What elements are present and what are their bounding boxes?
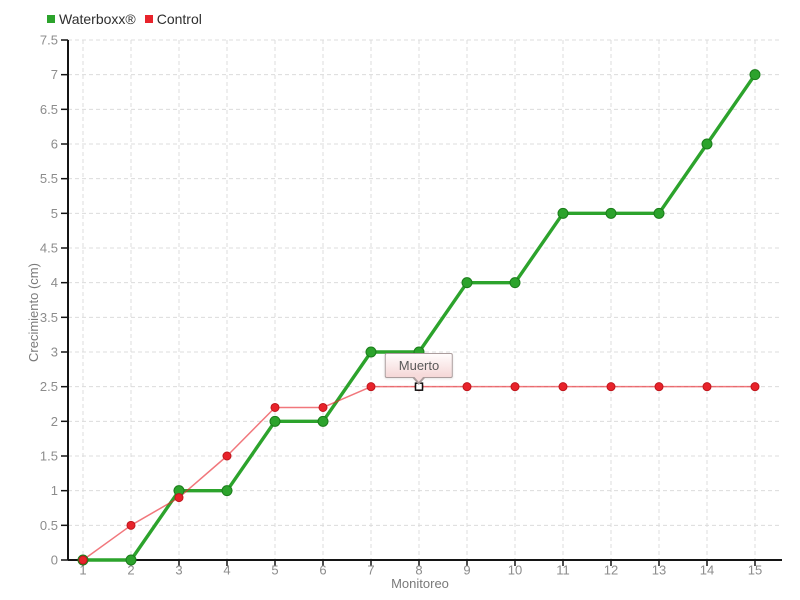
x-tick-label: 3 bbox=[175, 563, 182, 578]
y-tick-label: 5 bbox=[51, 206, 58, 221]
annotation-tooltip: Muerto bbox=[384, 352, 454, 385]
x-tick-label: 13 bbox=[652, 563, 666, 578]
y-tick-label: 1 bbox=[51, 483, 58, 498]
y-tick-label: 4.5 bbox=[40, 241, 58, 256]
x-tick-label: 8 bbox=[415, 563, 422, 578]
data-point-control[interactable] bbox=[78, 555, 88, 565]
y-tick-label: 4 bbox=[51, 275, 58, 290]
data-point-control[interactable] bbox=[606, 382, 616, 392]
x-axis-title: Monitoreo bbox=[391, 576, 449, 591]
y-tick-label: 2.5 bbox=[40, 379, 58, 394]
y-tick-label: 2 bbox=[51, 414, 58, 429]
legend-label-waterboxx: Waterboxx® bbox=[59, 11, 136, 27]
annotation-label: Muerto bbox=[398, 357, 440, 373]
data-point-control[interactable] bbox=[702, 382, 712, 392]
legend-swatch-waterboxx-icon bbox=[47, 15, 55, 23]
data-point-waterboxx[interactable] bbox=[605, 207, 617, 219]
y-tick-label: 0 bbox=[51, 553, 58, 568]
data-point-control[interactable] bbox=[222, 451, 232, 461]
x-tick-label: 14 bbox=[700, 563, 714, 578]
x-tick-label: 6 bbox=[319, 563, 326, 578]
y-tick-label: 6.5 bbox=[40, 102, 58, 117]
data-point-waterboxx[interactable] bbox=[701, 138, 713, 150]
data-point-waterboxx[interactable] bbox=[749, 69, 761, 81]
data-point-control[interactable] bbox=[270, 402, 280, 412]
data-point-control[interactable] bbox=[174, 493, 184, 503]
legend-label-control: Control bbox=[156, 11, 202, 27]
x-tick-label: 1 bbox=[79, 563, 86, 578]
x-tick-label: 11 bbox=[556, 563, 570, 578]
legend-item-control[interactable]: Control bbox=[144, 11, 202, 27]
y-tick-label: 6 bbox=[51, 137, 58, 152]
x-tick-label: 5 bbox=[271, 563, 278, 578]
data-point-control[interactable] bbox=[510, 382, 520, 392]
legend-swatch-control-icon bbox=[144, 15, 153, 23]
x-tick-label: 7 bbox=[367, 563, 374, 578]
data-point-waterboxx[interactable] bbox=[269, 415, 281, 427]
x-tick-label: 9 bbox=[463, 563, 470, 578]
x-tick-label: 2 bbox=[127, 563, 134, 578]
data-point-waterboxx[interactable] bbox=[317, 415, 329, 427]
legend: Waterboxx® Control bbox=[47, 12, 202, 26]
x-tick-label: 4 bbox=[223, 563, 230, 578]
y-tick-label: 5.5 bbox=[40, 171, 58, 186]
x-tick-label: 12 bbox=[604, 563, 618, 578]
y-tick-label: 7.5 bbox=[40, 33, 58, 48]
data-point-waterboxx[interactable] bbox=[509, 277, 521, 289]
data-point-control[interactable] bbox=[462, 382, 472, 392]
data-point-waterboxx[interactable] bbox=[125, 554, 137, 566]
data-point-waterboxx[interactable] bbox=[557, 207, 569, 219]
y-tick-label: 3 bbox=[51, 345, 58, 360]
y-tick-label: 3.5 bbox=[40, 310, 58, 325]
data-point-control[interactable] bbox=[558, 382, 568, 392]
x-tick-label: 10 bbox=[508, 563, 522, 578]
data-point-waterboxx[interactable] bbox=[653, 207, 665, 219]
data-point-control[interactable] bbox=[366, 382, 376, 392]
legend-item-waterboxx[interactable]: Waterboxx® bbox=[47, 12, 136, 26]
data-point-control[interactable] bbox=[654, 382, 664, 392]
data-point-control[interactable] bbox=[126, 520, 136, 530]
y-tick-label: 7 bbox=[51, 67, 58, 82]
y-axis-title: Crecimiento (cm) bbox=[26, 263, 41, 362]
data-point-control[interactable] bbox=[750, 382, 760, 392]
data-point-waterboxx[interactable] bbox=[461, 277, 473, 289]
data-point-waterboxx[interactable] bbox=[221, 485, 233, 497]
y-tick-label: 1.5 bbox=[40, 449, 58, 464]
y-tick-label: 0.5 bbox=[40, 518, 58, 533]
x-tick-label: 15 bbox=[748, 563, 762, 578]
data-point-waterboxx[interactable] bbox=[365, 346, 377, 358]
data-point-control[interactable] bbox=[318, 402, 328, 412]
